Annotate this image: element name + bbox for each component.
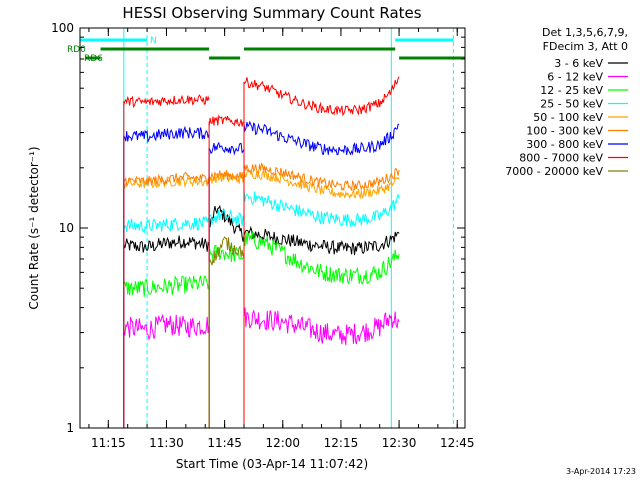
legend-label: 3 - 6 keV xyxy=(554,57,603,70)
series-6-12-kev xyxy=(123,307,400,428)
series-line xyxy=(123,314,210,341)
legend-label: 800 - 7000 keV xyxy=(519,152,603,165)
series-line xyxy=(123,216,210,235)
x-tick-label: 11:15 xyxy=(91,436,126,450)
legend-label: 25 - 50 keV xyxy=(540,98,603,111)
series-line xyxy=(208,236,245,266)
x-tick-label: 11:30 xyxy=(149,436,184,450)
series-line xyxy=(243,76,400,117)
x-axis-label: Start Time (03-Apr-14 11:07:42) xyxy=(176,457,368,471)
y-axis: 1 10 100 xyxy=(51,21,465,435)
x-tick-label: 12:00 xyxy=(265,436,300,450)
series-line xyxy=(123,94,210,108)
legend-label: 7000 - 20000 keV xyxy=(505,165,603,178)
series-layer xyxy=(123,76,400,428)
x-tick-label: 12:15 xyxy=(324,436,359,450)
series-line xyxy=(123,275,210,297)
legend-label: 50 - 100 keV xyxy=(533,111,603,124)
series-25-50-kev xyxy=(123,189,400,428)
y-tick-label: 100 xyxy=(51,21,74,35)
legend-label: 6 - 12 keV xyxy=(547,71,603,84)
series-line xyxy=(208,141,245,156)
chart-title: HESSI Observing Summary Count Rates xyxy=(122,4,421,22)
legend-label: 100 - 300 keV xyxy=(526,125,603,138)
series-100-300-kev xyxy=(123,162,400,428)
legend-label: 300 - 800 keV xyxy=(526,138,603,151)
series-line xyxy=(123,235,210,253)
series-line xyxy=(243,189,400,227)
state-bar-label-n: N xyxy=(150,36,157,46)
x-tick-label: 11:45 xyxy=(207,436,242,450)
series-line xyxy=(243,225,400,256)
series-7000-20000-kev xyxy=(208,236,245,428)
series-line xyxy=(208,204,245,242)
series-line xyxy=(208,170,245,181)
y-tick-label: 10 xyxy=(59,221,74,235)
series-50-100-kev xyxy=(123,168,400,428)
x-tick-label: 12:30 xyxy=(382,436,417,450)
series-line xyxy=(123,174,210,190)
series-line xyxy=(243,168,400,200)
x-tick-label: 12:45 xyxy=(440,436,475,450)
series-line xyxy=(243,120,400,156)
series-300-800-kev xyxy=(123,120,400,428)
series-line xyxy=(243,230,400,285)
y-tick-label: 1 xyxy=(66,421,74,435)
state-bar-label-rd6: RD6 xyxy=(84,54,103,64)
series-line xyxy=(243,162,400,192)
legend-label: 12 - 25 keV xyxy=(540,84,603,97)
series-line xyxy=(208,114,245,127)
legend-header-line-2: FDecim 3, Att 0 xyxy=(543,40,628,53)
legend: Det 1,3,5,6,7,9, FDecim 3, Att 0 3 - 6 k… xyxy=(505,26,628,178)
series-line xyxy=(243,307,400,346)
series-line xyxy=(123,171,210,187)
series-line xyxy=(208,208,245,227)
state-bar-label-rd0: RD0 xyxy=(67,45,86,55)
series-line xyxy=(123,125,210,144)
y-axis-label: Count Rate (s⁻¹ detector⁻¹) xyxy=(27,146,41,309)
x-axis: 11:15 11:30 11:45 12:00 12:15 12:30 12:45 xyxy=(88,28,475,450)
legend-header-line-1: Det 1,3,5,6,7,9, xyxy=(542,26,628,39)
footer-timestamp: 3-Apr-2014 17:23 xyxy=(566,467,636,476)
